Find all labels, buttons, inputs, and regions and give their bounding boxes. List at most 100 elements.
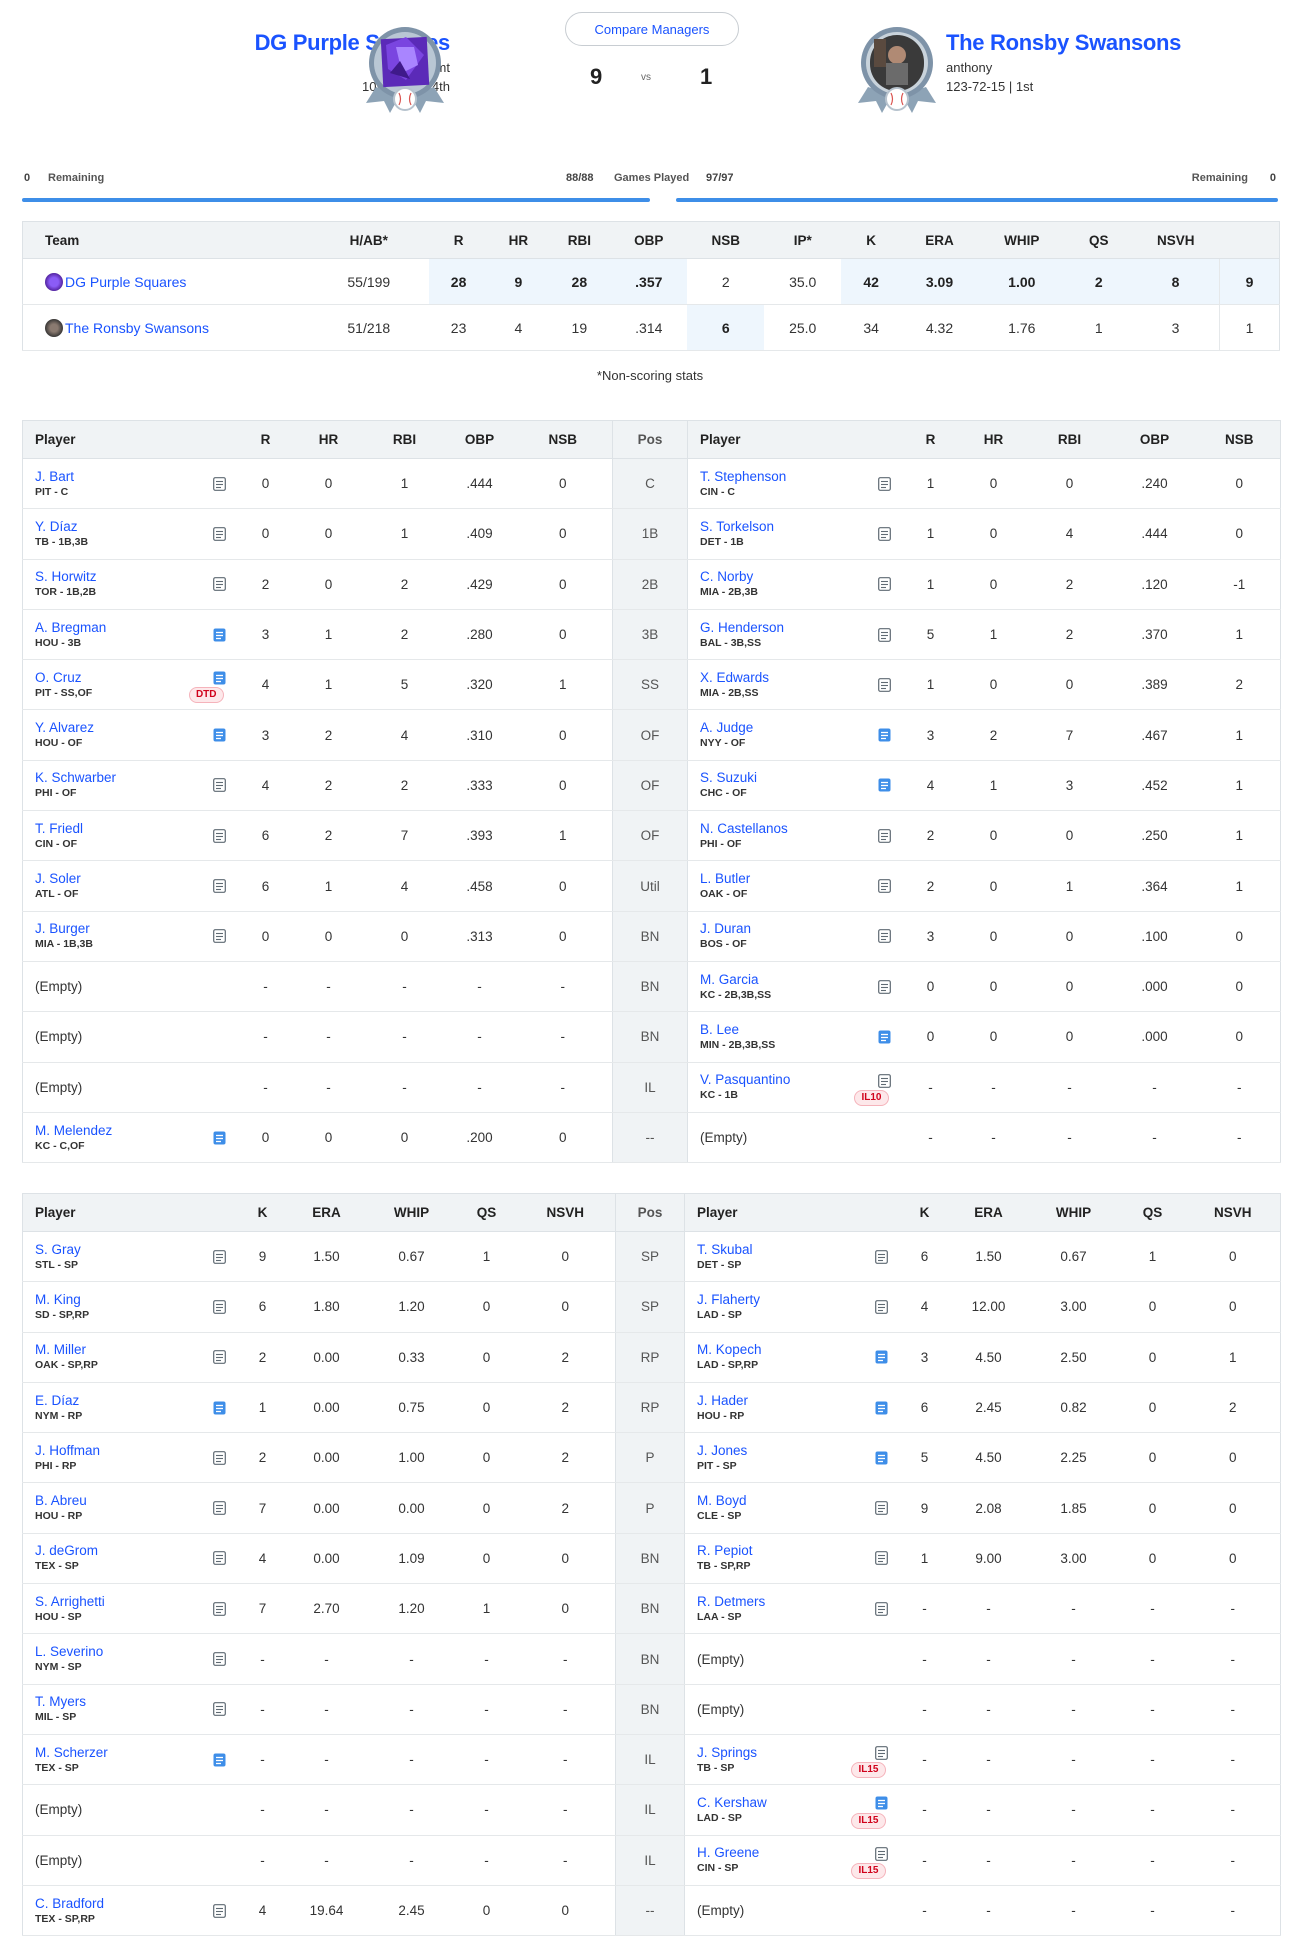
player-notes-icon[interactable] [874,1551,888,1566]
player-news-new-icon[interactable] [878,1030,891,1044]
player-notes-icon[interactable] [212,1249,226,1264]
player-news-new-icon[interactable] [875,1451,888,1465]
player-notes-icon[interactable] [212,577,226,592]
player-news-new-icon[interactable] [213,628,226,642]
player-notes-icon[interactable] [874,1249,888,1264]
player-name-link[interactable]: C. Bradford [35,1895,105,1911]
player-news-new-icon[interactable] [875,1796,888,1810]
player-name-link[interactable]: S. Gray [35,1241,81,1257]
player-name-link[interactable]: J. Duran [700,921,752,937]
player-name-link[interactable]: J. Flaherty [697,1291,761,1307]
summary-team-name[interactable]: The Ronsby Swansons [65,319,209,336]
player-name-link[interactable]: J. Springs [697,1744,758,1760]
player-name-link[interactable]: E. Díaz [35,1392,80,1408]
player-name-link[interactable]: O. Cruz [35,669,82,685]
player-notes-icon[interactable] [874,1846,888,1861]
player-name-link[interactable]: J. Bart [35,468,75,484]
player-name-link[interactable]: M. Melendez [35,1122,113,1138]
player-news-new-icon[interactable] [213,1401,226,1415]
player-news-new-icon[interactable] [213,671,226,685]
player-name-link[interactable]: S. Arrighetti [35,1593,105,1609]
player-notes-icon[interactable] [877,979,891,994]
player-notes-icon[interactable] [874,1601,888,1616]
player-name-link[interactable]: V. Pasquantino [700,1072,791,1088]
player-name-link[interactable]: C. Kershaw [697,1794,767,1810]
player-notes-icon[interactable] [877,577,891,592]
player-name-link[interactable]: A. Judge [700,720,754,736]
player-name-link[interactable]: H. Greene [697,1845,760,1861]
player-notes-icon[interactable] [877,677,891,692]
player-name-link[interactable]: J. Hoffman [35,1442,101,1458]
left-team-logo[interactable] [366,25,444,115]
player-notes-icon[interactable] [877,929,891,944]
summary-team-name[interactable]: DG Purple Squares [65,273,187,290]
player-name-link[interactable]: S. Torkelson [700,518,775,534]
player-notes-icon[interactable] [212,527,226,541]
player-news-new-icon[interactable] [878,728,891,742]
player-news-new-icon[interactable] [875,1401,888,1415]
player-notes-icon[interactable] [877,476,891,491]
player-notes-icon[interactable] [212,929,226,944]
player-news-new-icon[interactable] [213,1131,226,1145]
player-news-new-icon[interactable] [213,1753,226,1767]
player-name-link[interactable]: A. Bregman [35,619,107,635]
player-name-link[interactable]: N. Castellanos [700,820,788,836]
player-notes-icon[interactable] [212,1300,226,1314]
player-name-link[interactable]: Y. Díaz [35,518,78,534]
player-name-link[interactable]: R. Pepiot [697,1543,753,1559]
player-name-link[interactable]: M. King [35,1291,81,1307]
right-team-name[interactable]: The Ronsby Swansons [946,30,1182,55]
player-notes-icon[interactable] [212,828,226,843]
right-team-logo[interactable] [858,25,936,115]
player-notes-icon[interactable] [212,1450,226,1465]
player-notes-icon[interactable] [877,879,891,893]
player-name-link[interactable]: J. Soler [35,871,81,887]
player-name-link[interactable]: G. Henderson [700,619,785,635]
player-name-link[interactable]: M. Kopech [697,1342,762,1358]
player-news-new-icon[interactable] [875,1350,888,1364]
player-notes-icon[interactable] [212,1501,226,1516]
player-name-link[interactable]: M. Garcia [700,971,759,987]
player-name-link[interactable]: T. Myers [35,1694,87,1710]
player-name-link[interactable]: J. deGrom [35,1543,99,1559]
player-news-new-icon[interactable] [213,728,226,742]
player-name-link[interactable]: L. Severino [35,1644,104,1660]
player-name-link[interactable]: T. Friedl [35,820,84,836]
player-notes-icon[interactable] [877,627,891,642]
player-name-link[interactable]: M. Scherzer [35,1744,108,1760]
player-name-link[interactable]: S. Suzuki [700,770,758,786]
player-name-link[interactable]: J. Burger [35,921,90,937]
player-name-link[interactable]: B. Lee [700,1021,740,1037]
player-notes-icon[interactable] [874,1746,888,1760]
compare-managers-button[interactable]: Compare Managers [565,12,739,46]
player-name-link[interactable]: X. Edwards [700,669,770,685]
player-name-link[interactable]: J. Jones [697,1442,748,1458]
player-notes-icon[interactable] [874,1501,888,1516]
player-notes-icon[interactable] [874,1300,888,1314]
player-notes-icon[interactable] [212,1601,226,1616]
player-notes-icon[interactable] [212,1903,226,1918]
player-notes-icon[interactable] [212,1702,226,1717]
player-name-link[interactable]: M. Boyd [697,1493,747,1509]
player-name-link[interactable]: C. Norby [700,569,754,585]
player-name-link[interactable]: K. Schwarber [35,770,117,786]
player-notes-icon[interactable] [212,1350,226,1365]
player-notes-icon[interactable] [212,476,226,491]
player-notes-icon[interactable] [877,828,891,843]
player-name-link[interactable]: T. Skubal [697,1241,753,1257]
player-name-link[interactable]: M. Miller [35,1342,86,1358]
player-name-link[interactable]: T. Stephenson [700,468,787,484]
player-notes-icon[interactable] [877,1073,891,1088]
player-notes-icon[interactable] [212,778,226,793]
player-name-link[interactable]: R. Detmers [697,1593,766,1609]
player-notes-icon[interactable] [212,1652,226,1666]
player-name-link[interactable]: J. Hader [697,1392,749,1408]
player-name-link[interactable]: L. Butler [700,871,751,887]
player-name-link[interactable]: B. Abreu [35,1493,87,1509]
player-notes-icon[interactable] [212,879,226,893]
player-notes-icon[interactable] [212,1551,226,1566]
player-name-link[interactable]: S. Horwitz [35,569,97,585]
player-news-new-icon[interactable] [878,778,891,792]
player-notes-icon[interactable] [877,527,891,541]
player-name-link[interactable]: Y. Alvarez [35,720,95,736]
